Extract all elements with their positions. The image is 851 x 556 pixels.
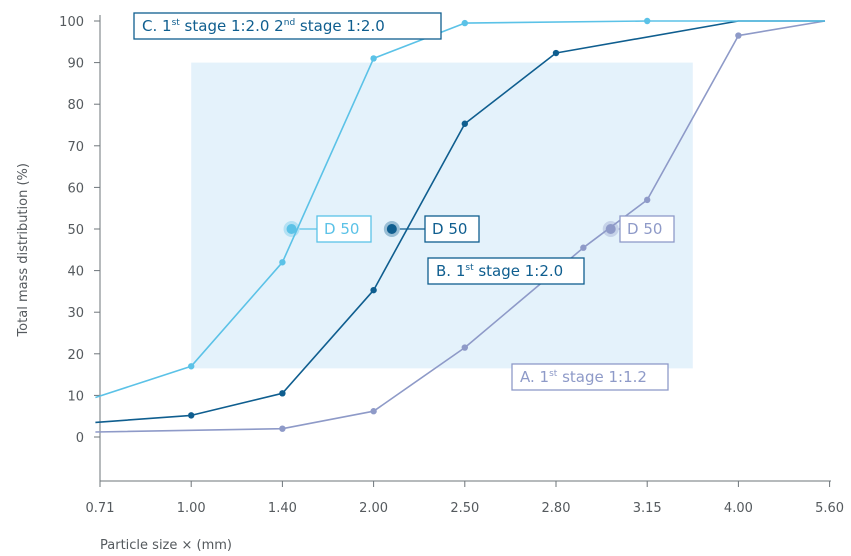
data-point bbox=[461, 120, 468, 127]
y-tick-label: 0 bbox=[76, 431, 84, 446]
d50-dot bbox=[605, 224, 616, 234]
d50-dot bbox=[386, 224, 397, 234]
series-label-b-text: B. 1st stage 1:2.0 bbox=[436, 262, 563, 280]
series-label-c-box bbox=[133, 12, 442, 40]
x-tick-label: 3.15 bbox=[633, 501, 662, 516]
x-tick-label: 4.00 bbox=[724, 501, 753, 516]
y-tick-label: 90 bbox=[67, 57, 84, 72]
x-tick-label: 5.60 bbox=[815, 501, 844, 516]
data-point bbox=[370, 55, 377, 62]
series-label-b-box bbox=[427, 257, 585, 285]
series-line-b bbox=[95, 20, 825, 424]
series-label-c-text: C. 1st stage 1:2.0 2nd stage 1:2.0 bbox=[142, 17, 385, 35]
x-tick-label: 1.00 bbox=[177, 501, 206, 516]
data-point bbox=[370, 286, 377, 294]
y-tick-label: 10 bbox=[67, 389, 84, 404]
data-point bbox=[461, 19, 468, 27]
series-label-a-box bbox=[511, 363, 669, 391]
d50-box bbox=[424, 215, 480, 243]
data-point bbox=[735, 32, 742, 39]
y-tick-label: 50 bbox=[67, 223, 84, 238]
data-point bbox=[552, 49, 560, 57]
x-axis-title: Particle size × (mm) bbox=[100, 538, 232, 553]
x-tick-label: 0.71 bbox=[86, 501, 115, 516]
y-tick-label: 60 bbox=[67, 181, 84, 196]
d50-label: D 50 bbox=[627, 220, 662, 238]
data-point bbox=[188, 363, 195, 370]
d50-box bbox=[619, 215, 675, 243]
y-tick-label: 100 bbox=[59, 15, 84, 30]
data-point bbox=[279, 259, 286, 266]
data-point bbox=[279, 425, 286, 432]
y-axis-title: Total mass distribution (%) bbox=[16, 163, 31, 338]
y-tick-label: 70 bbox=[67, 140, 84, 155]
y-tick-label: 20 bbox=[67, 348, 84, 363]
x-tick-label: 2.00 bbox=[359, 501, 388, 516]
series-label-a-text: A. 1st stage 1:1.2 bbox=[520, 368, 647, 386]
data-point bbox=[370, 408, 377, 415]
data-point bbox=[580, 244, 587, 251]
d50-label: D 50 bbox=[432, 220, 467, 238]
data-point bbox=[188, 412, 195, 419]
d50-label: D 50 bbox=[324, 220, 359, 238]
data-point bbox=[279, 390, 286, 397]
data-point bbox=[644, 17, 651, 25]
d50-box bbox=[316, 215, 372, 243]
x-tick-label: 2.80 bbox=[542, 501, 571, 516]
x-tick-label: 1.40 bbox=[268, 501, 297, 516]
data-point bbox=[644, 196, 651, 204]
y-tick-label: 80 bbox=[67, 98, 84, 113]
series-line-a bbox=[95, 20, 826, 433]
y-tick-label: 30 bbox=[67, 306, 84, 321]
data-point bbox=[461, 344, 468, 351]
x-tick-label: 2.50 bbox=[450, 501, 479, 516]
d50-dot bbox=[286, 224, 297, 234]
y-tick-label: 40 bbox=[67, 265, 84, 280]
